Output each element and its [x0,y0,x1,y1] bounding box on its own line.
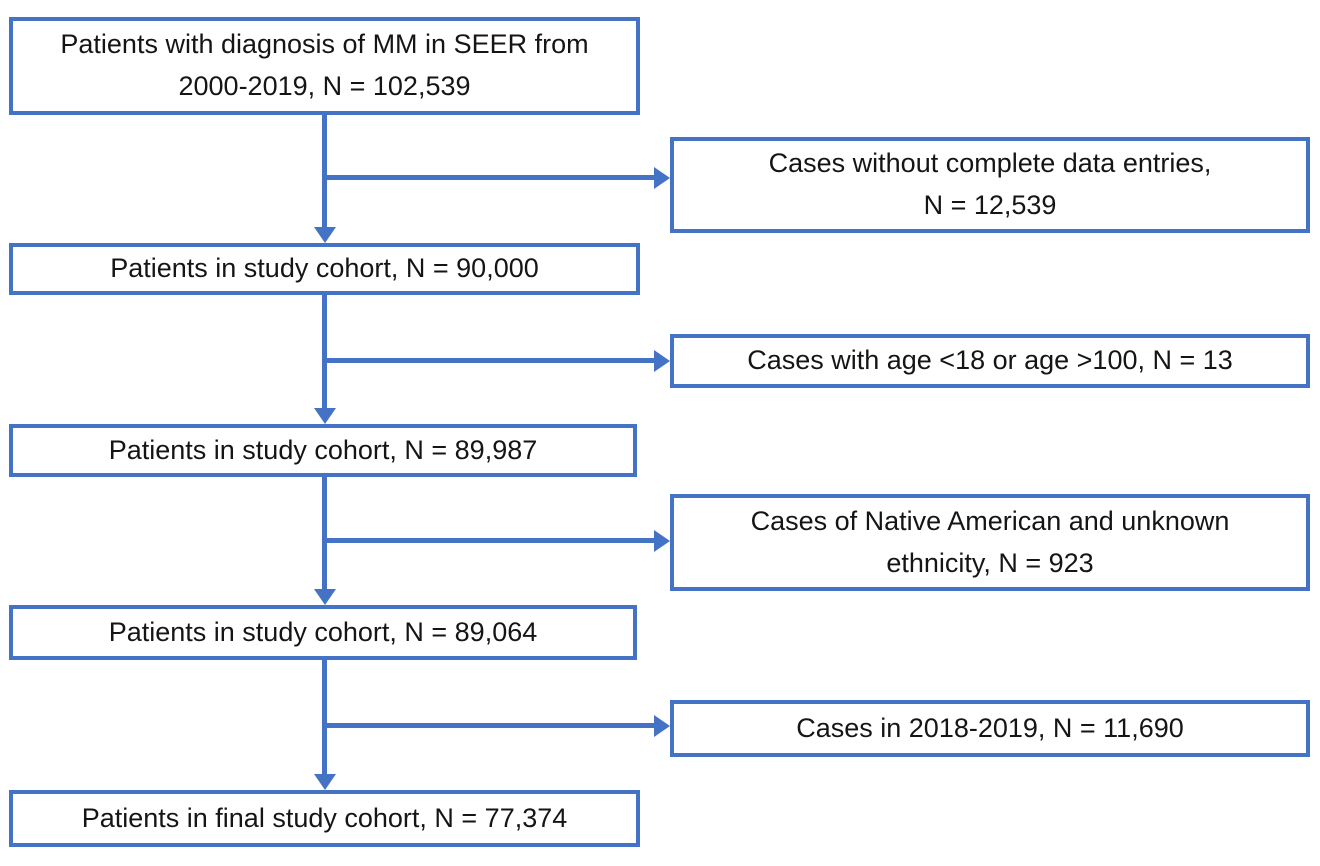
main-box-cohort-90000-label: Patients in study cohort, N = 90,000 [110,253,539,284]
connector-4-vertical-line [322,660,327,775]
main-box-final-cohort: Patients in final study cohort, N = 77,3… [9,790,640,847]
main-box-final-cohort-label: Patients in final study cohort, N = 77,3… [81,802,568,833]
connector-3-arrow-right-icon [654,530,670,552]
connector-2-branch-line [322,358,654,363]
exclusion-2018-2019-label: Cases in 2018-2019, N = 11,690 [796,712,1184,743]
connector-1-branch-line [322,175,654,180]
connector-1-arrow-right-icon [654,167,670,189]
connector-4-arrow-right-icon [654,715,670,737]
exclusion-ethnicity-line1: Cases of Native American and unknown [750,505,1230,536]
exclusion-box-age: Cases with age <18 or age >100, N = 13 [670,334,1310,388]
exclusion-incomplete-line1: Cases without complete data entries, [768,148,1212,179]
connector-4-arrow-down-icon [314,774,336,790]
connector-4-branch-line [322,723,654,728]
connector-2-vertical-line [322,295,327,409]
connector-3-vertical-line [322,477,327,590]
main-box-initial-line2: 2000-2019, N = 102,539 [178,71,471,101]
exclusion-ethnicity-line2: ethnicity, N = 923 [886,547,1094,578]
connector-1-arrow-down-icon [314,227,336,243]
connector-2-arrow-down-icon [314,408,336,424]
main-box-cohort-89987: Patients in study cohort, N = 89,987 [9,424,637,477]
exclusion-box-2018-2019: Cases in 2018-2019, N = 11,690 [670,700,1310,757]
exclusion-incomplete-line2: N = 12,539 [923,190,1057,220]
exclusion-box-ethnicity: Cases of Native American and unknown eth… [670,494,1310,591]
main-box-cohort-90000: Patients in study cohort, N = 90,000 [9,243,640,295]
main-box-cohort-89064-label: Patients in study cohort, N = 89,064 [108,616,538,647]
exclusion-box-incomplete-data: Cases without complete data entries, N =… [670,137,1310,233]
exclusion-age-label: Cases with age <18 or age >100, N = 13 [747,345,1233,376]
connector-2-arrow-right-icon [654,350,670,372]
main-box-cohort-89064: Patients in study cohort, N = 89,064 [9,605,637,660]
main-box-cohort-89987-label: Patients in study cohort, N = 89,987 [108,434,538,465]
connector-3-branch-line [322,538,654,543]
main-box-initial-diagnosis: Patients with diagnosis of MM in SEER fr… [9,17,640,115]
connector-3-arrow-down-icon [314,589,336,605]
connector-1-vertical-line [322,115,327,228]
main-box-initial-line1: Patients with diagnosis of MM in SEER fr… [60,29,589,60]
